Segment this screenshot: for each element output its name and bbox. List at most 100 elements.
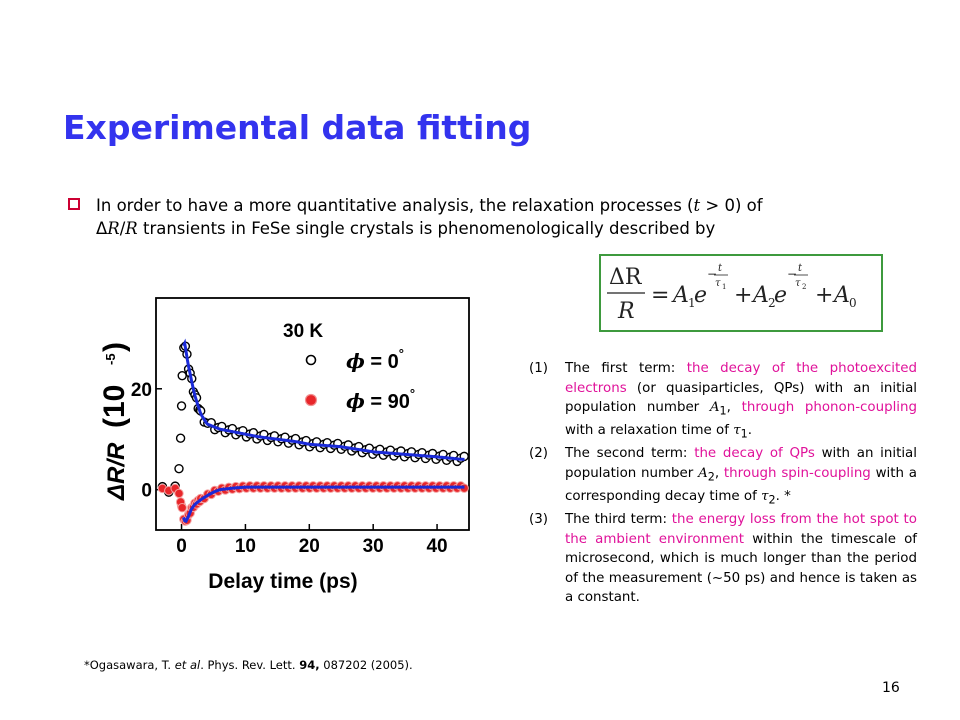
eq-exp2-minus: − [787, 267, 797, 281]
legend-red-circle-icon [304, 393, 318, 407]
note-item: (3) The third term: the energy loss from… [529, 510, 917, 608]
note-item: (2) The second term: the decay of QPs wi… [529, 444, 917, 510]
note-number: (3) [529, 512, 548, 528]
y-axis-label-close: ) [100, 342, 131, 352]
note-text-part: , [714, 465, 724, 481]
footnote-part: *Ogasawara, T. [84, 658, 175, 672]
note-highlight: the energy loss from the hot spot to the… [565, 512, 917, 547]
note-text-part: The second term: [565, 446, 695, 462]
note-text-part: (or quasiparticles, QPs) with an initial… [565, 380, 917, 416]
note-text-part: The first term: [565, 361, 687, 376]
eq-exp1-minus: − [707, 267, 717, 281]
note-number: (1) [529, 361, 548, 376]
legend-deg: ° [399, 346, 404, 361]
note-highlight: the decay of QPs [694, 446, 815, 462]
temperature-annotation: 30 K [283, 321, 323, 342]
eq-exp1-tau: τ [715, 278, 721, 289]
data-point-phi-0 [175, 433, 186, 443]
note-text-part: , [726, 400, 742, 415]
eq-a2-sub: 2 [768, 296, 776, 310]
intro-text-part: In order to have a more quantitative ana… [96, 196, 694, 215]
page-number: 16 [882, 680, 900, 696]
note-highlight: through phonon-coupling [741, 400, 918, 415]
note-number: (2) [529, 446, 548, 462]
footnote-part: 087202 (2005). [319, 658, 413, 672]
note-tau: τ [761, 489, 769, 505]
slide-title: Experimental data fitting [63, 108, 532, 147]
axis-ticks: 0 10 20 30 40 0 20 [131, 380, 448, 557]
y-tick-label: 20 [131, 380, 152, 401]
note-text-part: . * [775, 489, 791, 505]
eq-a1: A [671, 283, 689, 308]
legend-phi: ϕ [346, 389, 365, 413]
footnote-volume: 94, [299, 658, 320, 672]
eq-a1-sub: 1 [688, 296, 696, 310]
eq-equals: = [651, 283, 669, 308]
x-axis-label: Delay time (ps) [208, 570, 357, 593]
note-tau: τ [733, 423, 741, 439]
legend-deg: ° [410, 386, 415, 401]
legend-label-phi-90: ϕ = 90° [346, 386, 415, 413]
eq-exp1-t: t [718, 263, 723, 274]
eq-numerator: ΔR [609, 265, 643, 290]
data-point-phi-90 [177, 503, 187, 513]
term-notes: (1) The first term: the decay of the pho… [529, 359, 917, 608]
note-text-part: with a relaxation time of [565, 423, 734, 439]
legend-open-circle-icon [305, 354, 317, 366]
note-var: A [709, 400, 720, 415]
note-text: The first term: the decay of the photoex… [565, 359, 917, 444]
y-axis-label-paren: (10 [100, 385, 131, 428]
eq-a0-sub: 0 [849, 296, 857, 310]
data-point-phi-90 [174, 488, 184, 499]
y-axis-label: ΔR/R (10 -5 ) [100, 342, 131, 501]
data-point-phi-0 [177, 370, 187, 381]
bullet-square-icon [68, 198, 80, 210]
note-text-part: with a corresponding decay time of [565, 465, 917, 505]
intro-text-part: transients in FeSe single crystals is ph… [137, 219, 716, 238]
legend-phi: ϕ [346, 349, 365, 373]
x-tick-label: 20 [299, 536, 320, 557]
eq-e2: e [774, 283, 787, 308]
intro-slash: / [119, 219, 126, 238]
eq-exp2-t: t [798, 263, 803, 274]
eq-a2: A [751, 283, 769, 308]
note-text: The third term: the energy loss from the… [565, 510, 917, 608]
fit-curve-phi-90 [182, 485, 465, 524]
legend-label-phi-0: ϕ = 0° [346, 346, 404, 373]
note-item: (1) The first term: the decay of the pho… [529, 359, 917, 444]
note-text: The second term: the decay of QPs with a… [565, 444, 917, 510]
x-tick-label: 10 [235, 536, 256, 557]
eq-plus1: + [734, 283, 752, 308]
y-axis-label-main: ΔR/R [103, 442, 130, 501]
eq-a0: A [832, 283, 850, 308]
note-tau-sub: 2 [768, 493, 776, 507]
eq-exp1-tau-sub: 1 [722, 283, 726, 291]
fit-curve-phi-0 [182, 338, 465, 461]
x-tick-label: 0 [176, 536, 187, 557]
data-point-phi-0 [176, 401, 187, 411]
note-text-part: with an initial population number [565, 446, 917, 481]
footnote: *Ogasawara, T. et al. Phys. Rev. Lett. 9… [84, 658, 413, 672]
y-tick-label: 0 [141, 481, 152, 502]
intro-var-r: R [125, 219, 138, 238]
eq-plus2: + [815, 283, 833, 308]
intro-var-r: R [107, 219, 120, 238]
x-tick-label: 40 [426, 536, 447, 557]
note-tau-sub: 1 [740, 427, 748, 441]
eq-exp2-tau: τ [795, 278, 801, 289]
y-label-ratio: ΔR/R [103, 442, 130, 501]
eq-denominator: R [617, 299, 635, 324]
intro-text-part: > 0) of [700, 196, 763, 215]
footnote-part: . Phys. Rev. Lett. [200, 658, 300, 672]
note-text-part: within the timescale of microsecond, whi… [565, 531, 918, 606]
y-axis-label-exp: -5 [103, 353, 118, 365]
intro-delta: Δ [96, 219, 108, 238]
eq-exp2-tau-sub: 2 [802, 283, 806, 291]
note-var-sub: 1 [719, 404, 727, 418]
data-point-phi-0 [174, 463, 184, 474]
note-highlight: the decay of the photoexcited electrons [565, 361, 918, 396]
note-var: A [698, 465, 708, 481]
intro-text: In order to have a more quantitative ana… [96, 194, 876, 240]
note-var-sub: 2 [707, 470, 715, 484]
